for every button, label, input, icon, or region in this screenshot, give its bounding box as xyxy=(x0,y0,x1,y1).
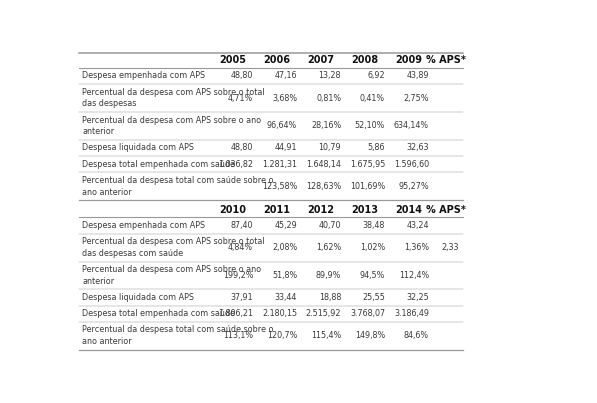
Text: 634,14%: 634,14% xyxy=(394,121,429,131)
Text: 13,28: 13,28 xyxy=(319,71,341,81)
Text: 2005: 2005 xyxy=(220,56,247,65)
Text: 1,62%: 1,62% xyxy=(316,243,341,252)
Text: 96,64%: 96,64% xyxy=(267,121,297,131)
Text: Despesa total empenhada com saúde: Despesa total empenhada com saúde xyxy=(82,160,235,168)
Text: Despesa empenhada com APS: Despesa empenhada com APS xyxy=(82,221,205,230)
Text: 1.675,95: 1.675,95 xyxy=(350,160,385,168)
Text: 89,9%: 89,9% xyxy=(316,271,341,280)
Text: 4,84%: 4,84% xyxy=(228,243,253,252)
Text: 1,36%: 1,36% xyxy=(404,243,429,252)
Text: 48,80: 48,80 xyxy=(231,143,253,152)
Text: 5,86: 5,86 xyxy=(368,143,385,152)
Text: 2,33: 2,33 xyxy=(442,243,459,252)
Text: Despesa empenhada com APS: Despesa empenhada com APS xyxy=(82,71,205,81)
Text: 2006: 2006 xyxy=(263,56,291,65)
Text: 128,63%: 128,63% xyxy=(306,182,341,191)
Text: 38,48: 38,48 xyxy=(363,221,385,230)
Text: 115,4%: 115,4% xyxy=(311,331,341,340)
Text: 32,63: 32,63 xyxy=(407,143,429,152)
Text: 87,40: 87,40 xyxy=(230,221,253,230)
Text: 28,16%: 28,16% xyxy=(311,121,341,131)
Text: 48,80: 48,80 xyxy=(231,71,253,81)
Text: Percentual da despesa total com saúde sobre o
ano anterior: Percentual da despesa total com saúde so… xyxy=(82,176,273,197)
Text: Percentual da despesa com APS sobre o ano
anterior: Percentual da despesa com APS sobre o an… xyxy=(82,116,261,136)
Text: 113,1%: 113,1% xyxy=(223,331,253,340)
Text: 45,29: 45,29 xyxy=(275,221,297,230)
Text: 33,44: 33,44 xyxy=(275,293,297,302)
Text: 2010: 2010 xyxy=(220,205,247,215)
Text: 3.186,49: 3.186,49 xyxy=(394,309,429,318)
Text: Percentual da despesa com APS sobre o ano
anterior: Percentual da despesa com APS sobre o an… xyxy=(82,265,261,286)
Text: 1.036,82: 1.036,82 xyxy=(219,160,253,168)
Text: % APS*: % APS* xyxy=(426,205,466,215)
Text: 101,69%: 101,69% xyxy=(350,182,385,191)
Text: Percentual da despesa com APS sobre o total
das despesas com saúde: Percentual da despesa com APS sobre o to… xyxy=(82,237,264,258)
Text: 43,24: 43,24 xyxy=(407,221,429,230)
Text: 1.806,21: 1.806,21 xyxy=(219,309,253,318)
Text: 2007: 2007 xyxy=(307,56,334,65)
Text: 37,91: 37,91 xyxy=(230,293,253,302)
Text: 2,08%: 2,08% xyxy=(272,243,297,252)
Text: 2,75%: 2,75% xyxy=(404,93,429,102)
Text: 47,16: 47,16 xyxy=(275,71,297,81)
Text: 6,92: 6,92 xyxy=(368,71,385,81)
Text: 1.648,14: 1.648,14 xyxy=(306,160,341,168)
Text: 123,58%: 123,58% xyxy=(262,182,297,191)
Text: 1,02%: 1,02% xyxy=(360,243,385,252)
Text: Percentual da despesa total com saúde sobre o
ano anterior: Percentual da despesa total com saúde so… xyxy=(82,325,273,346)
Text: 84,6%: 84,6% xyxy=(404,331,429,340)
Text: 199,2%: 199,2% xyxy=(223,271,253,280)
Text: Despesa liquidada com APS: Despesa liquidada com APS xyxy=(82,293,194,302)
Text: 3.768,07: 3.768,07 xyxy=(350,309,385,318)
Text: 0,81%: 0,81% xyxy=(316,93,341,102)
Text: 32,25: 32,25 xyxy=(407,293,429,302)
Text: % APS*: % APS* xyxy=(426,56,466,65)
Text: 2011: 2011 xyxy=(263,205,291,215)
Text: 44,91: 44,91 xyxy=(275,143,297,152)
Text: 51,8%: 51,8% xyxy=(272,271,297,280)
Text: 149,8%: 149,8% xyxy=(355,331,385,340)
Text: 25,55: 25,55 xyxy=(362,293,385,302)
Text: Percentual da despesa com APS sobre o total
das despesas: Percentual da despesa com APS sobre o to… xyxy=(82,87,264,108)
Text: 120,7%: 120,7% xyxy=(267,331,297,340)
Text: 40,70: 40,70 xyxy=(319,221,341,230)
Text: 1.596,60: 1.596,60 xyxy=(394,160,429,168)
Text: 2014: 2014 xyxy=(395,205,423,215)
Text: 2008: 2008 xyxy=(352,56,378,65)
Text: Despesa total empenhada com saúde: Despesa total empenhada com saúde xyxy=(82,309,235,318)
Text: 2.180,15: 2.180,15 xyxy=(262,309,297,318)
Text: 2013: 2013 xyxy=(352,205,378,215)
Text: 4,71%: 4,71% xyxy=(228,93,253,102)
Text: 3,68%: 3,68% xyxy=(272,93,297,102)
Text: 95,27%: 95,27% xyxy=(398,182,429,191)
Text: 0,41%: 0,41% xyxy=(360,93,385,102)
Text: 43,89: 43,89 xyxy=(407,71,429,81)
Text: 2012: 2012 xyxy=(307,205,334,215)
Text: 94,5%: 94,5% xyxy=(360,271,385,280)
Text: 2009: 2009 xyxy=(395,56,423,65)
Text: 18,88: 18,88 xyxy=(319,293,341,302)
Text: 112,4%: 112,4% xyxy=(399,271,429,280)
Text: 1.281,31: 1.281,31 xyxy=(262,160,297,168)
Text: 10,79: 10,79 xyxy=(319,143,341,152)
Text: 52,10%: 52,10% xyxy=(355,121,385,131)
Text: 2.515,92: 2.515,92 xyxy=(306,309,341,318)
Text: Despesa liquidada com APS: Despesa liquidada com APS xyxy=(82,143,194,152)
